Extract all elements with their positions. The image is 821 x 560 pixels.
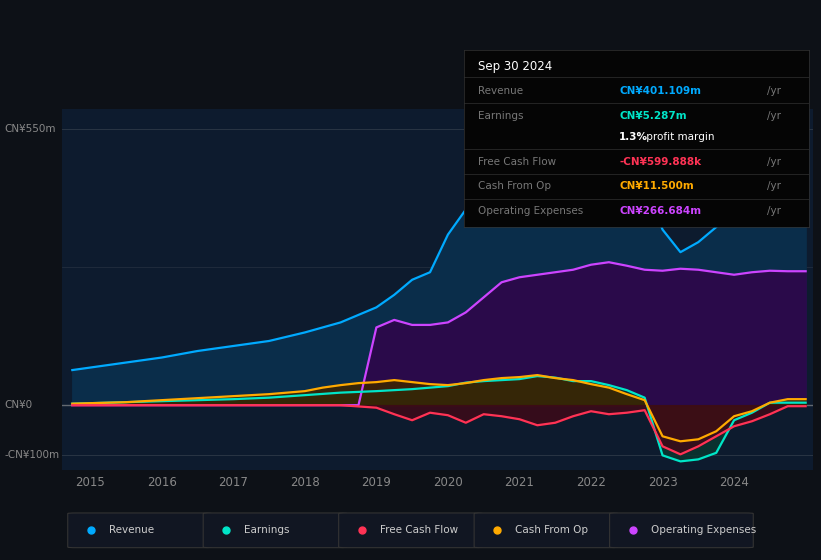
Text: Cash From Op: Cash From Op — [478, 181, 551, 191]
Text: /yr: /yr — [768, 206, 782, 216]
Text: Revenue: Revenue — [478, 86, 523, 96]
Text: Sep 30 2024: Sep 30 2024 — [478, 60, 552, 73]
Text: Earnings: Earnings — [478, 111, 523, 120]
Text: CN¥0: CN¥0 — [4, 400, 32, 410]
Text: 1.3%: 1.3% — [619, 132, 648, 142]
FancyBboxPatch shape — [203, 513, 346, 548]
Text: Earnings: Earnings — [245, 525, 290, 535]
Text: /yr: /yr — [768, 86, 782, 96]
Text: CN¥5.287m: CN¥5.287m — [619, 111, 686, 120]
Text: Free Cash Flow: Free Cash Flow — [478, 157, 556, 166]
Text: -CN¥100m: -CN¥100m — [4, 450, 59, 460]
Text: Revenue: Revenue — [108, 525, 154, 535]
FancyBboxPatch shape — [67, 513, 212, 548]
Text: -CN¥599.888k: -CN¥599.888k — [619, 157, 701, 166]
Text: CN¥11.500m: CN¥11.500m — [619, 181, 694, 191]
FancyBboxPatch shape — [609, 513, 754, 548]
Text: CN¥266.684m: CN¥266.684m — [619, 206, 701, 216]
Text: Free Cash Flow: Free Cash Flow — [380, 525, 458, 535]
Text: Operating Expenses: Operating Expenses — [650, 525, 756, 535]
Text: CN¥401.109m: CN¥401.109m — [619, 86, 701, 96]
FancyBboxPatch shape — [338, 513, 482, 548]
Text: /yr: /yr — [768, 181, 782, 191]
Text: /yr: /yr — [768, 157, 782, 166]
Text: Operating Expenses: Operating Expenses — [478, 206, 583, 216]
Text: profit margin: profit margin — [643, 132, 714, 142]
Text: /yr: /yr — [768, 111, 782, 120]
Text: Cash From Op: Cash From Op — [516, 525, 588, 535]
FancyBboxPatch shape — [475, 513, 617, 548]
Text: CN¥550m: CN¥550m — [4, 124, 56, 134]
